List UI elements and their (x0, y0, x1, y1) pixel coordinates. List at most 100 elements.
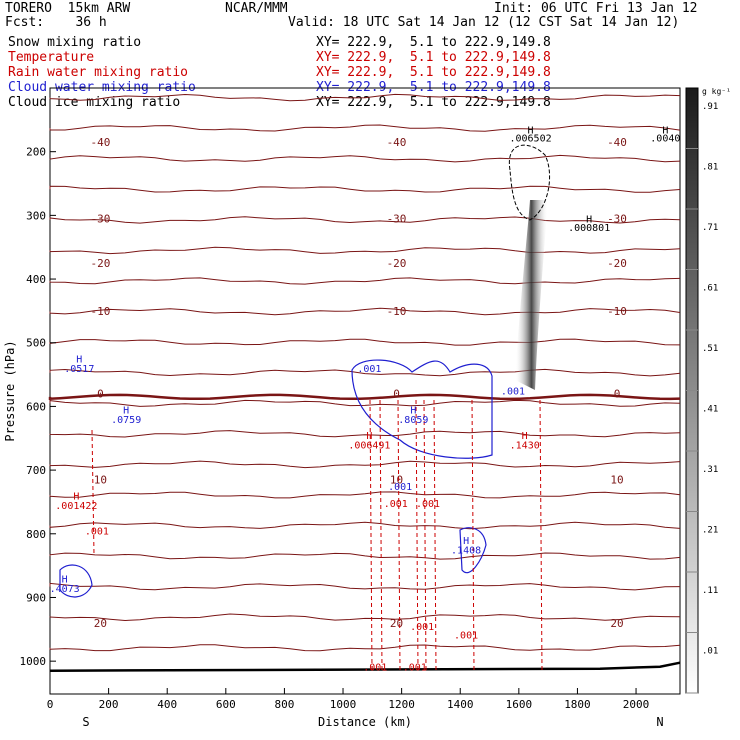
max-value-label: .0040 (650, 134, 680, 145)
temperature-label: 20 (390, 617, 403, 630)
snow-shading (515, 200, 548, 390)
temperature-label: 0 (393, 388, 400, 401)
max-marker: H (73, 492, 79, 503)
x-tick-label: 400 (157, 698, 177, 711)
rain-water-contour (471, 399, 475, 671)
max-value-label: .1408 (451, 546, 481, 557)
y-tick-label: 800 (26, 528, 46, 541)
isotherm-line (49, 154, 681, 163)
max-value-label: .001422 (55, 501, 97, 512)
freezing-level-line (48, 393, 681, 401)
temperature-label: -30 (387, 213, 407, 226)
y-tick-label: 200 (26, 146, 46, 159)
x-tick-label: 1800 (564, 698, 591, 711)
temperature-label: -20 (387, 257, 407, 270)
y-tick-label: 400 (26, 273, 46, 286)
cloud-water-contour (459, 527, 487, 574)
rain-water-contour (433, 399, 437, 671)
max-value-label: .001 (403, 662, 427, 673)
ice-contour (508, 144, 551, 221)
temperature-label: 20 (94, 617, 107, 630)
isotherm-line (49, 368, 681, 377)
max-marker: H (76, 355, 82, 366)
max-value-label: .001 (384, 499, 408, 510)
max-value-label: .006502 (509, 134, 551, 145)
field-name-rain: Rain water mixing ratio (8, 65, 189, 80)
max-marker: H (366, 431, 372, 442)
max-marker: H (463, 536, 469, 547)
max-marker: H (586, 215, 592, 226)
model-title: TORERO 15km ARW (5, 1, 131, 16)
isotherm-line (49, 216, 681, 224)
max-value-label: .001 (501, 387, 525, 398)
init-time: Init: 06 UTC Fri 13 Jan 12 (494, 1, 698, 16)
colorbar-label: .11 (702, 586, 718, 596)
max-marker: H (528, 125, 534, 136)
temperature-label: 10 (390, 474, 403, 487)
isotherm-line (49, 399, 681, 407)
isotherm-line (49, 460, 681, 469)
x-tick-label: 0 (47, 698, 54, 711)
y-tick-label: 1000 (20, 655, 47, 668)
temperature-label: -30 (90, 213, 110, 226)
x-axis-label: Distance (km) (318, 715, 412, 729)
colorbar-label: .91 (702, 102, 718, 112)
cloud-water-contour (351, 359, 493, 459)
forecast-hour: Fcst: 36 h (5, 15, 107, 30)
colorbar-label: .41 (702, 405, 718, 415)
max-marker: H (123, 406, 129, 417)
field-xy-rain: XY= 222.9, 5.1 to 222.9,149.8 (316, 65, 551, 80)
isotherm-line (49, 430, 681, 438)
isotherm-line (49, 338, 681, 346)
max-marker: H (62, 574, 68, 585)
isotherm-line (49, 582, 681, 591)
max-value-label: .0517 (64, 364, 94, 375)
max-marker: H (522, 431, 528, 442)
rain-water-contour (415, 399, 419, 671)
isotherm-line (49, 246, 681, 255)
colorbar-label: .01 (702, 647, 718, 657)
isotherm-line (49, 124, 681, 132)
x-tick-label: 1000 (330, 698, 357, 711)
rain-water-contour (539, 399, 543, 671)
y-tick-label: 300 (26, 209, 46, 222)
max-marker: H (662, 125, 668, 136)
rain-water-contour (379, 399, 383, 671)
max-value-label: .001 (410, 622, 434, 633)
max-value-label: .006491 (348, 441, 390, 452)
x-tick-label: 600 (216, 698, 236, 711)
isotherm-line (49, 307, 681, 316)
field-name-temperature: Temperature (8, 50, 95, 65)
colorbar-label: .51 (702, 344, 718, 354)
max-value-label: .000801 (568, 223, 610, 234)
colorbar-label: .31 (702, 465, 718, 475)
temperature-label: 20 (610, 617, 623, 630)
field-xy-snow: XY= 222.9, 5.1 to 222.9,149.8 (316, 35, 551, 50)
rain-water-contour (423, 399, 427, 671)
max-value-label: .001 (454, 630, 478, 641)
colorbar-label: .61 (702, 284, 718, 294)
valid-time: Valid: 18 UTC Sat 14 Jan 12 (12 CST Sat … (288, 15, 680, 30)
temperature-label: -10 (607, 305, 627, 318)
isotherm-line (49, 613, 681, 622)
x-tick-label: 1200 (388, 698, 415, 711)
cloud-water-contour (59, 564, 93, 598)
colorbar-unit: g kg⁻¹ (702, 87, 731, 96)
colorbar-label: .81 (702, 163, 718, 173)
temperature-label: -20 (607, 257, 627, 270)
y-tick-label: 700 (26, 464, 46, 477)
temperature-label: -30 (607, 213, 627, 226)
temperature-label: 10 (94, 474, 107, 487)
north-label: N (656, 715, 663, 729)
x-tick-label: 1600 (506, 698, 533, 711)
field-name-snow: Snow mixing ratio (8, 35, 142, 50)
colorbar-label: .21 (702, 526, 718, 536)
temperature-label: -40 (90, 136, 110, 149)
max-value-label: .001 (388, 482, 412, 493)
surface-line (49, 661, 681, 672)
y-axis-label: Pressure (hPa) (3, 340, 17, 441)
temperature-label: 0 (614, 388, 621, 401)
south-label: S (82, 715, 89, 729)
temperature-label: -10 (387, 305, 407, 318)
